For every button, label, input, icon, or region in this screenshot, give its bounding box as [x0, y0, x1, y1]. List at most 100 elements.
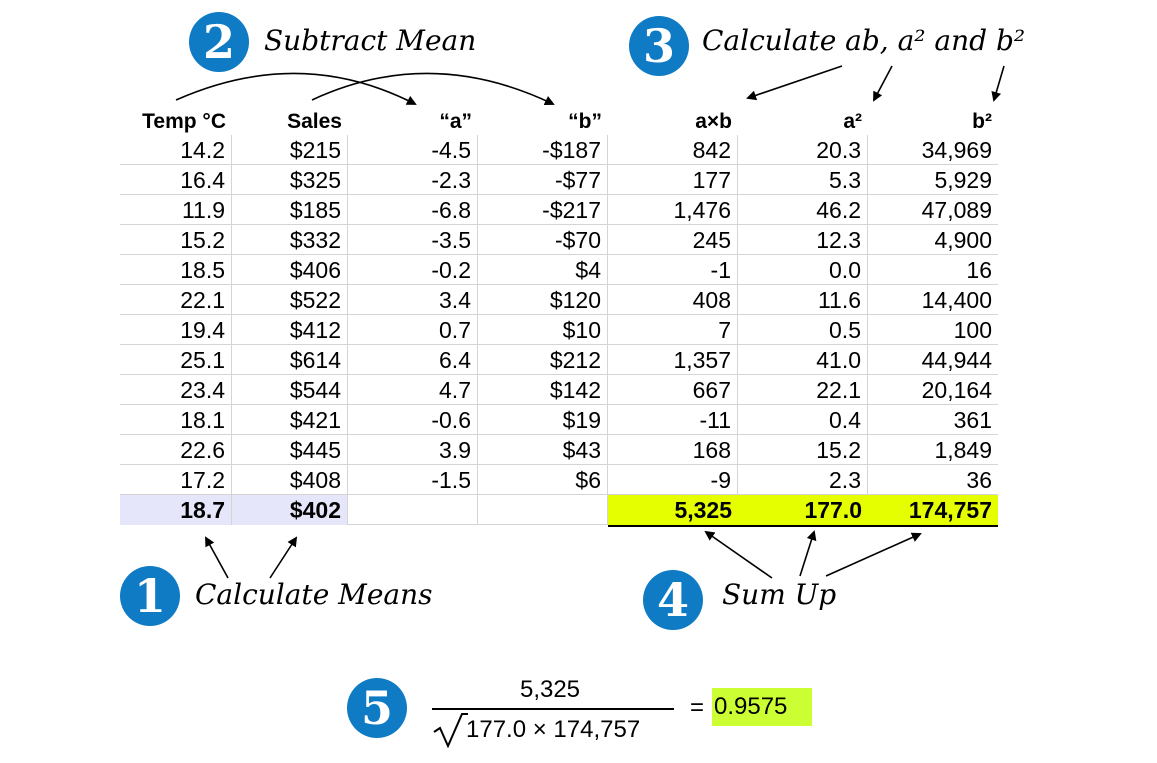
- cell-sales: $215: [232, 135, 348, 165]
- arrow-a2: [873, 65, 893, 102]
- cell-b-squared: 16: [868, 255, 998, 285]
- cell-ab: -9: [608, 465, 738, 495]
- cell-temp: 25.1: [120, 345, 232, 375]
- cell-b: $212: [478, 345, 608, 375]
- mean-sales: $402: [232, 495, 348, 525]
- formula-numerator: 5,325: [519, 676, 581, 703]
- formula-result: 0.9575: [712, 688, 812, 726]
- cell-a-squared: 0.5: [738, 315, 868, 345]
- table-row: 11.9 $185 -6.8 -$217 1,476 46.2 47,089: [120, 195, 998, 225]
- cell-temp: 19.4: [120, 315, 232, 345]
- arrow-mean-sales: [269, 536, 298, 579]
- cell-b: -$187: [478, 135, 608, 165]
- cell-sales: $614: [232, 345, 348, 375]
- cell-a-squared: 20.3: [738, 135, 868, 165]
- cell-a-squared: 11.6: [738, 285, 868, 315]
- sqrt-icon: [433, 713, 468, 748]
- cell-b: -$77: [478, 165, 608, 195]
- cell-a: -6.8: [348, 195, 478, 225]
- header-sales: Sales: [287, 110, 342, 133]
- cell-ab: 842: [608, 135, 738, 165]
- arrow-sum-a2: [799, 530, 817, 577]
- formula-equals: =: [690, 694, 705, 721]
- header-b-squared: b²: [972, 110, 992, 133]
- cell-temp: 23.4: [120, 375, 232, 405]
- sum-a-squared: 177.0: [738, 495, 868, 525]
- cell-ab: -1: [608, 255, 738, 285]
- step-3-caption: Calculate ab, a² and b²: [702, 24, 1026, 57]
- cell-temp: 18.5: [120, 255, 232, 285]
- arrow-subtract-a: [175, 72, 417, 105]
- arrow-ab: [746, 65, 843, 101]
- step-2-badge: 2: [189, 12, 249, 72]
- cell-a-squared: 0.0: [738, 255, 868, 285]
- cell-ab: 245: [608, 225, 738, 255]
- cell-sales: $544: [232, 375, 348, 405]
- arrow-sum-b2: [825, 532, 922, 577]
- cell-b: -$217: [478, 195, 608, 225]
- table-row: 18.5 $406 -0.2 $4 -1 0.0 16: [120, 255, 998, 285]
- cell-a-squared: 46.2: [738, 195, 868, 225]
- cell-a: 6.4: [348, 345, 478, 375]
- cell-ab: 177: [608, 165, 738, 195]
- cell-b-squared: 14,400: [868, 285, 998, 315]
- arrow-sum-ab: [704, 530, 773, 579]
- summary-blank-b: [478, 495, 608, 525]
- cell-sales: $421: [232, 405, 348, 435]
- cell-temp: 14.2: [120, 135, 232, 165]
- cell-a: -1.5: [348, 465, 478, 495]
- cell-a: 3.4: [348, 285, 478, 315]
- cell-b: $4: [478, 255, 608, 285]
- cell-sales: $406: [232, 255, 348, 285]
- cell-sales: $325: [232, 165, 348, 195]
- mean-temp: 18.7: [120, 495, 232, 525]
- cell-temp: 18.1: [120, 405, 232, 435]
- cell-a: 0.7: [348, 315, 478, 345]
- cell-sales: $522: [232, 285, 348, 315]
- cell-b: $19: [478, 405, 608, 435]
- step-1-caption: Calculate Means: [195, 578, 433, 611]
- table-row: 16.4 $325 -2.3 -$77 177 5.3 5,929: [120, 165, 998, 195]
- table-row: 17.2 $408 -1.5 $6 -9 2.3 36: [120, 465, 998, 495]
- table-row: 22.6 $445 3.9 $43 168 15.2 1,849: [120, 435, 998, 465]
- table-header-row: Temp °C Sales “a” “b” a×b a² b²: [120, 105, 998, 135]
- cell-b-squared: 20,164: [868, 375, 998, 405]
- cell-temp: 16.4: [120, 165, 232, 195]
- cell-a: -4.5: [348, 135, 478, 165]
- cell-a-squared: 41.0: [738, 345, 868, 375]
- cell-b: $10: [478, 315, 608, 345]
- table-row: 22.1 $522 3.4 $120 408 11.6 14,400: [120, 285, 998, 315]
- cell-b-squared: 5,929: [868, 165, 998, 195]
- table-row: 18.1 $421 -0.6 $19 -11 0.4 361: [120, 405, 998, 435]
- cell-a: 4.7: [348, 375, 478, 405]
- cell-b-squared: 47,089: [868, 195, 998, 225]
- cell-b: -$70: [478, 225, 608, 255]
- cell-a-squared: 2.3: [738, 465, 868, 495]
- cell-ab: 667: [608, 375, 738, 405]
- arrow-mean-temp: [205, 536, 229, 579]
- cell-a: -2.3: [348, 165, 478, 195]
- step-3-badge: 3: [629, 16, 689, 76]
- formula-denominator: 177.0 × 174,757: [466, 716, 641, 743]
- summary-blank-a: [348, 495, 478, 525]
- cell-a: -0.2: [348, 255, 478, 285]
- header-temp: Temp °C: [142, 110, 226, 133]
- table-row: 25.1 $614 6.4 $212 1,357 41.0 44,944: [120, 345, 998, 375]
- step-1-badge: 1: [120, 566, 180, 626]
- cell-ab: 7: [608, 315, 738, 345]
- sum-b-squared: 174,757: [868, 495, 998, 525]
- cell-b: $6: [478, 465, 608, 495]
- cell-sales: $332: [232, 225, 348, 255]
- cell-temp: 15.2: [120, 225, 232, 255]
- cell-temp: 22.6: [120, 435, 232, 465]
- cell-b-squared: 361: [868, 405, 998, 435]
- cell-b-squared: 36: [868, 465, 998, 495]
- step-4-caption: Sum Up: [722, 578, 837, 611]
- arrow-b2: [991, 65, 1005, 102]
- cell-temp: 11.9: [120, 195, 232, 225]
- cell-a-squared: 5.3: [738, 165, 868, 195]
- cell-b-squared: 34,969: [868, 135, 998, 165]
- cell-a: 3.9: [348, 435, 478, 465]
- table-row: 14.2 $215 -4.5 -$187 842 20.3 34,969: [120, 135, 998, 165]
